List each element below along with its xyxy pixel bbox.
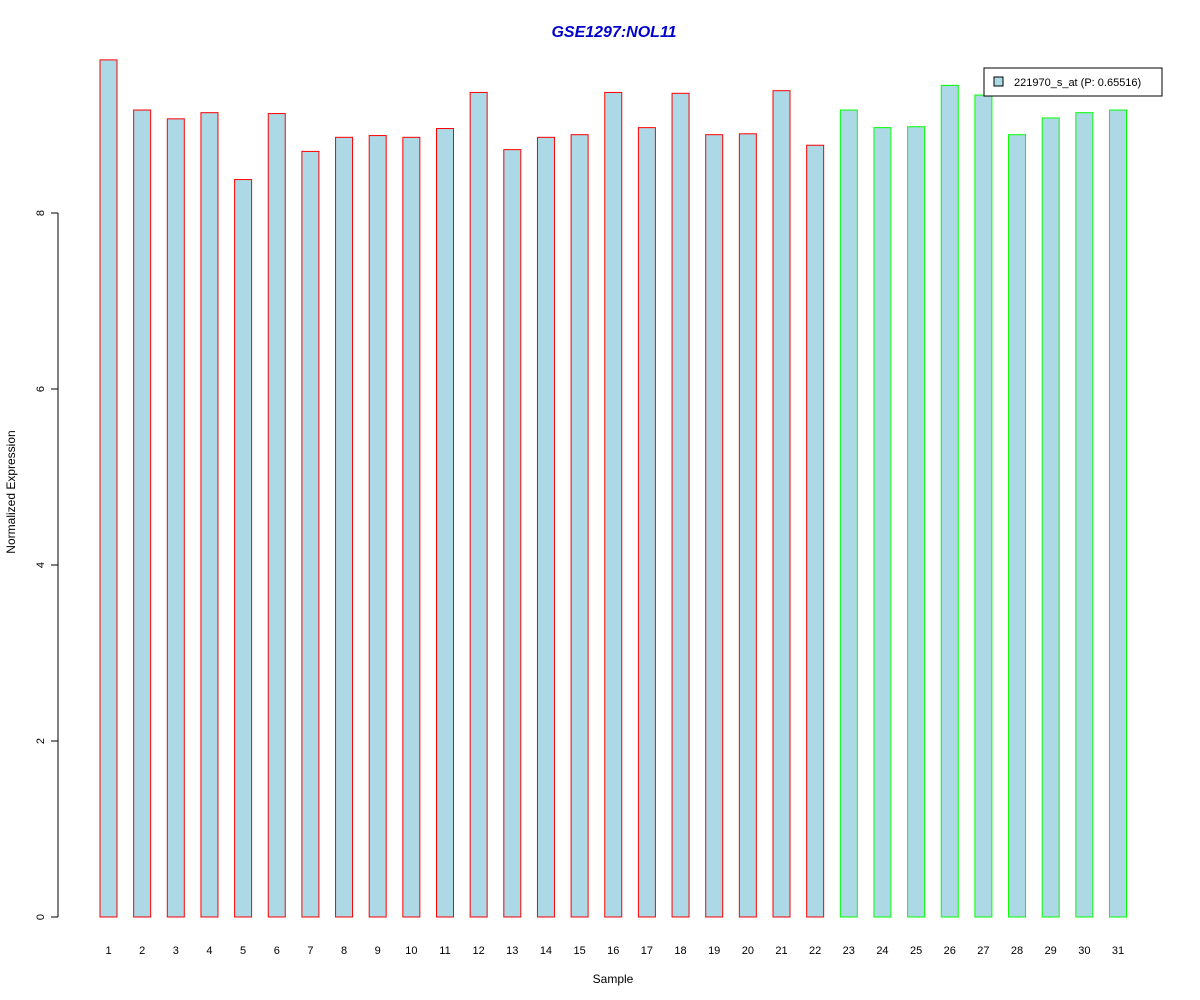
bar [1109, 109, 1127, 918]
bar [940, 84, 959, 918]
bar [536, 136, 555, 918]
bar [301, 150, 320, 918]
legend-box [983, 67, 1163, 97]
x-tick-label: 2 [139, 945, 145, 957]
x-tick-label: 22 [809, 945, 821, 957]
x-tick-label: 10 [405, 945, 417, 957]
x-tick-label: 19 [708, 945, 720, 957]
x-tick-label: 12 [473, 945, 485, 957]
y-tick-label: 4 [35, 562, 47, 568]
bar [974, 94, 993, 918]
x-tick-label: 28 [1011, 945, 1023, 957]
bar [570, 134, 589, 918]
bar [99, 59, 118, 918]
x-tick-label: 20 [742, 945, 754, 957]
x-tick-label: 29 [1045, 945, 1057, 957]
bar [1008, 134, 1027, 918]
x-tick-label: 11 [439, 945, 450, 957]
x-tick-label: 15 [573, 945, 585, 957]
bars-group [99, 59, 1127, 918]
x-tick-label: 8 [341, 945, 347, 957]
x-tick-label: 30 [1078, 945, 1090, 957]
x-tick-label: 31 [1112, 945, 1124, 957]
x-tick-label: 24 [876, 945, 888, 957]
x-tick-label: 3 [173, 945, 179, 957]
bar [402, 136, 421, 918]
y-tick-label: 8 [35, 210, 47, 216]
y-axis: 0 2 4 6 8 [35, 210, 59, 920]
bar [335, 136, 354, 918]
x-tick-label: 17 [641, 945, 653, 957]
bar [671, 92, 690, 918]
bar [806, 144, 825, 918]
bar [503, 149, 522, 918]
x-tick-label: 26 [944, 945, 956, 957]
x-tick-label: 18 [674, 945, 686, 957]
bar [469, 91, 488, 918]
legend: 221970_s_at (P: 0.65516) [983, 67, 1163, 97]
x-tick-label: 13 [506, 945, 518, 957]
x-tick-label: 14 [540, 945, 552, 957]
bar [436, 128, 454, 918]
x-tick-label: 6 [274, 945, 280, 957]
x-tick-label: 25 [910, 945, 922, 957]
bar [267, 113, 286, 918]
x-tick-label: 9 [375, 945, 381, 957]
bar [772, 90, 791, 918]
x-tick-label: 1 [105, 945, 111, 957]
legend-label: 221970_s_at (P: 0.65516) [1014, 77, 1141, 89]
bar [637, 127, 656, 918]
x-tick-label: 21 [775, 945, 787, 957]
bar [907, 126, 926, 918]
y-tick-label: 0 [35, 914, 47, 920]
bar [873, 127, 892, 918]
y-tick-label: 2 [35, 738, 47, 744]
chart-title: GSE1297:NOL11 [551, 24, 676, 41]
x-axis-label: Sample [593, 972, 634, 986]
x-tick-labels: 1 2 3 4 5 6 7 8 9 10 11 12 13 14 15 16 17 18 19 20 21 22 23 24 2… [105, 945, 1124, 957]
x-tick-label: 27 [977, 945, 989, 957]
x-tick-label: 16 [607, 945, 619, 957]
y-tick-label: 6 [35, 386, 47, 392]
legend-swatch [993, 76, 1004, 87]
bar [200, 112, 219, 918]
bar [738, 133, 757, 918]
y-axis-label: Normalized Expression [4, 430, 18, 553]
bar [839, 109, 858, 918]
bar [1075, 112, 1094, 918]
x-tick-label: 23 [843, 945, 855, 957]
bar [1041, 117, 1060, 918]
x-tick-label: 4 [206, 945, 212, 957]
bar [234, 179, 253, 918]
bar [166, 118, 185, 918]
x-tick-label: 7 [307, 945, 313, 957]
bar [368, 135, 387, 918]
bar [604, 91, 623, 918]
x-tick-label: 5 [240, 945, 246, 957]
bar [705, 134, 724, 918]
bar [133, 109, 152, 918]
